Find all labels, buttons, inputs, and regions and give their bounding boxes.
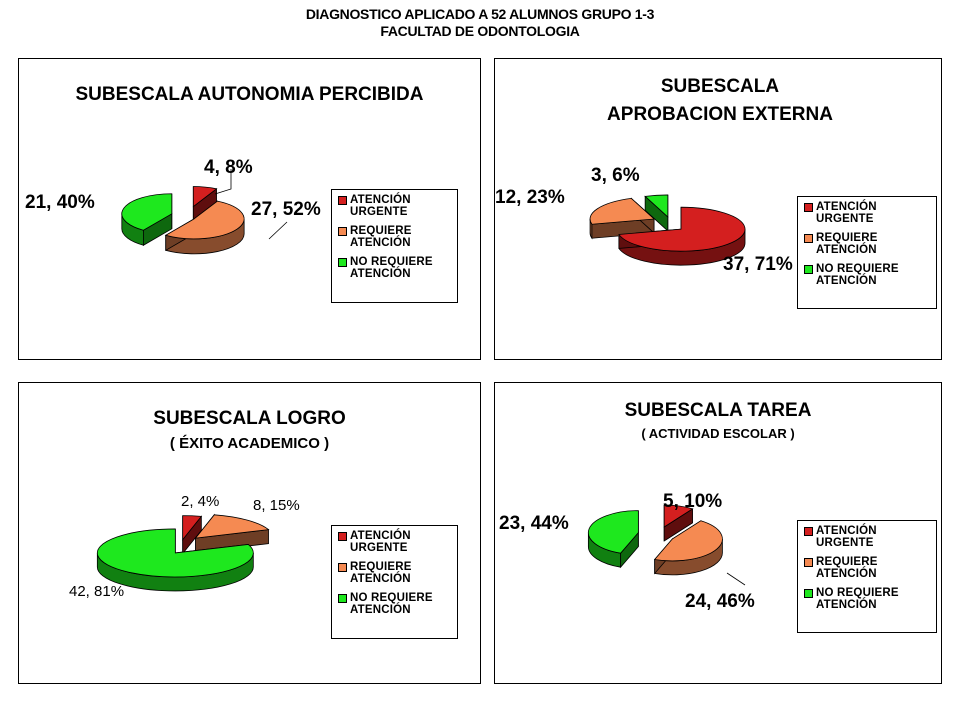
legend-label: ATENCIÓN URGENTE [816,525,877,549]
legend-item-requiere: REQUIERE ATENCIÓN [804,232,932,256]
legend-label: ATENCIÓN URGENTE [350,194,411,218]
chart-panel-aprobacion: SUBESCALA APROBACION EXTERNA 37, 71% 12, … [494,58,942,360]
chart-subtitle: ( ACTIVIDAD ESCOLAR ) [641,426,795,441]
legend-swatch [804,265,813,274]
data-label-requiere: 8, 15% [253,497,300,514]
legend-swatch [338,594,347,603]
page-title-line2: FACULTAD DE ODONTOLOGIA [380,23,580,39]
chart-title: SUBESCALA APROBACION EXTERNA [607,76,833,125]
data-label-no-requiere: 23, 44% [499,513,569,534]
legend-label: NO REQUIERE ATENCIÓN [350,256,433,280]
legend-swatch [338,532,347,541]
leader-line [726,572,746,586]
legend-item-no-requiere: NO REQUIERE ATENCIÓN [804,263,932,287]
chart-title: SUBESCALA LOGRO [153,408,346,429]
pie-chart-svg [589,194,746,266]
legend-label: ATENCIÓN URGENTE [816,201,877,225]
pie-chart-svg [587,504,746,586]
legend-item-urgente: ATENCIÓN URGENTE [338,194,453,218]
legend-swatch [338,563,347,572]
legend-item-no-requiere: NO REQUIERE ATENCIÓN [338,256,453,280]
chart-panel-tarea: SUBESCALA TAREA ( ACTIVIDAD ESCOLAR ) 5,… [494,382,942,684]
legend-swatch [804,527,813,536]
legend-label: NO REQUIERE ATENCIÓN [816,587,899,611]
chart-legend: ATENCIÓN URGENTE REQUIERE ATENCIÓN NO REQU… [797,196,937,309]
pie-slice-urgente [618,206,746,252]
leader-line [268,221,288,240]
pie-slice-no-requiere [644,194,669,218]
chart-legend: ATENCIÓN URGENTE REQUIERE ATENCIÓN NO REQU… [797,520,937,633]
legend-swatch [804,558,813,567]
pie-slice-no-requiere [96,528,254,578]
legend-swatch [804,589,813,598]
data-label-requiere: 12, 23% [495,187,565,208]
legend-label: REQUIERE ATENCIÓN [816,556,878,580]
legend-swatch [338,227,347,236]
chart-legend: ATENCIÓN URGENTE REQUIERE ATENCIÓN NO REQU… [331,525,458,639]
pie-slice-requiere [589,197,656,225]
data-label-requiere: 27, 52% [251,199,321,220]
legend-item-urgente: ATENCIÓN URGENTE [804,525,932,549]
legend-label: ATENCIÓN URGENTE [350,530,411,554]
legend-item-requiere: REQUIERE ATENCIÓN [338,561,453,585]
legend-label: REQUIERE ATENCIÓN [816,232,878,256]
chart-title: SUBESCALA AUTONOMIA PERCIBIDA [75,84,424,105]
pie-slice-no-requiere [121,193,173,231]
data-label-no-requiere: 42, 81% [69,583,125,600]
chart-subtitle: ( ÉXITO ACADEMICO ) [169,435,330,452]
data-label-no-requiere: 3, 6% [591,165,640,186]
data-label-urgente: 2, 4% [181,493,220,510]
legend-swatch [338,196,347,205]
legend-label: NO REQUIERE ATENCIÓN [816,263,899,287]
pie-chart-svg [121,169,288,255]
data-label-no-requiere: 21, 40% [25,192,95,213]
legend-swatch [338,258,347,267]
page-title-line1: DIAGNOSTICO APLICADO A 52 ALUMNOS GRUPO … [305,6,655,22]
chart-title: SUBESCALA TAREA [624,400,812,421]
legend-label: REQUIERE ATENCIÓN [350,225,412,249]
data-label-requiere: 24, 46% [685,591,755,612]
legend-item-requiere: REQUIERE ATENCIÓN [338,225,453,249]
pie-slice-requiere [653,520,723,562]
legend-item-no-requiere: NO REQUIERE ATENCIÓN [338,592,453,616]
leader-line [214,169,232,195]
pie-slice-urgente [182,515,203,541]
pie-slice-urgente [663,504,694,528]
pie-slice-requiere [194,514,270,539]
pie-slice-no-requiere [588,510,639,554]
legend-item-urgente: ATENCIÓN URGENTE [338,530,453,554]
pie-slice-urgente [192,186,218,208]
data-label-urgente: 4, 8% [204,157,253,178]
chart-panel-logro: SUBESCALA LOGRO ( ÉXITO ACADEMICO ) 2, 4… [18,382,481,684]
legend-swatch [804,234,813,243]
chart-legend: ATENCIÓN URGENTE REQUIERE ATENCIÓN NO REQU… [331,189,458,303]
pie-slice-requiere [164,200,245,240]
legend-swatch [804,203,813,212]
legend-label: REQUIERE ATENCIÓN [350,561,412,585]
data-label-urgente: 5, 10% [663,491,723,512]
pie-chart-svg [96,513,270,592]
legend-item-no-requiere: NO REQUIERE ATENCIÓN [804,587,932,611]
page-title: DIAGNOSTICO APLICADO A 52 ALUMNOS GRUPO … [0,6,960,40]
chart-panel-autonomia: SUBESCALA AUTONOMIA PERCIBIDA 4, 8% 27, 5… [18,58,481,360]
legend-item-requiere: REQUIERE ATENCIÓN [804,556,932,580]
legend-item-urgente: ATENCIÓN URGENTE [804,201,932,225]
data-label-urgente: 37, 71% [723,254,793,275]
legend-label: NO REQUIERE ATENCIÓN [350,592,433,616]
